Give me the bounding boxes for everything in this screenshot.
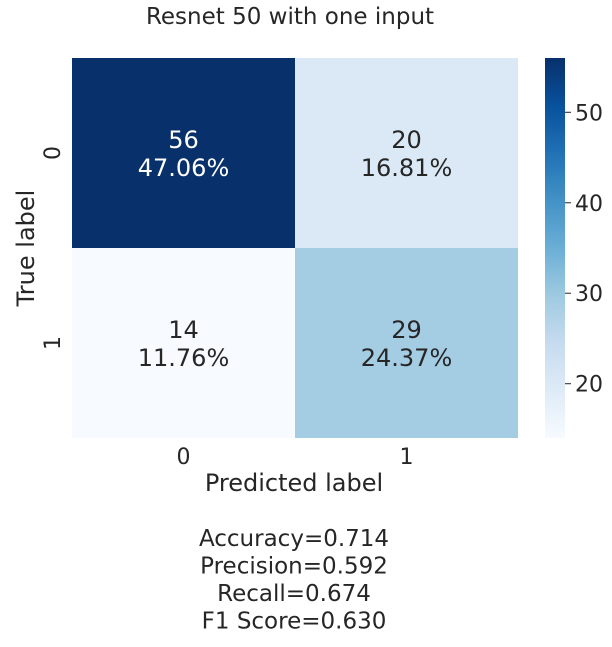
y-tick-label-1: 1 bbox=[41, 336, 66, 350]
x-tick-label-0: 0 bbox=[177, 445, 191, 470]
x-axis-label: Predicted label bbox=[205, 469, 383, 497]
metric-line-3: F1 Score=0.630 bbox=[202, 609, 387, 635]
heatmap-cell-0-0 bbox=[72, 58, 295, 248]
colorbar-tick-label-3: 50 bbox=[575, 101, 603, 126]
heatmap-cells bbox=[72, 58, 518, 438]
heatmap-cell-labels: 56 47.06% 20 16.81% 14 11.76% 29 24.37% bbox=[138, 126, 453, 372]
cell-label-1-1: 29 24.37% bbox=[361, 316, 453, 372]
metrics-summary: Accuracy=0.714Precision=0.592Recall=0.67… bbox=[199, 526, 389, 635]
metric-line-2: Recall=0.674 bbox=[217, 581, 371, 607]
colorbar-ticks: 20 30 40 50 bbox=[565, 101, 603, 398]
colorbar-tick-label-2: 40 bbox=[575, 192, 603, 217]
colorbar-tick-label-0: 20 bbox=[575, 373, 603, 398]
y-axis-label: True label bbox=[12, 190, 40, 308]
heatmap-cell-1-1 bbox=[295, 248, 518, 438]
cell-label-0-0: 56 47.06% bbox=[138, 126, 230, 182]
metric-line-1: Precision=0.592 bbox=[200, 554, 388, 580]
metric-line-0: Accuracy=0.714 bbox=[199, 526, 389, 552]
heatmap-cell-0-1 bbox=[295, 58, 518, 248]
x-tick-label-1: 1 bbox=[400, 445, 414, 470]
heatmap-cell-1-0 bbox=[72, 248, 295, 438]
colorbar bbox=[545, 58, 565, 438]
colorbar-tick-label-1: 30 bbox=[575, 282, 603, 307]
y-tick-label-0: 0 bbox=[41, 146, 66, 160]
chart-title: Resnet 50 with one input bbox=[146, 4, 434, 30]
cell-label-0-1: 20 16.81% bbox=[361, 126, 453, 182]
y-tick-labels: 01 bbox=[41, 146, 66, 350]
cell-label-1-0: 14 11.76% bbox=[138, 316, 230, 372]
